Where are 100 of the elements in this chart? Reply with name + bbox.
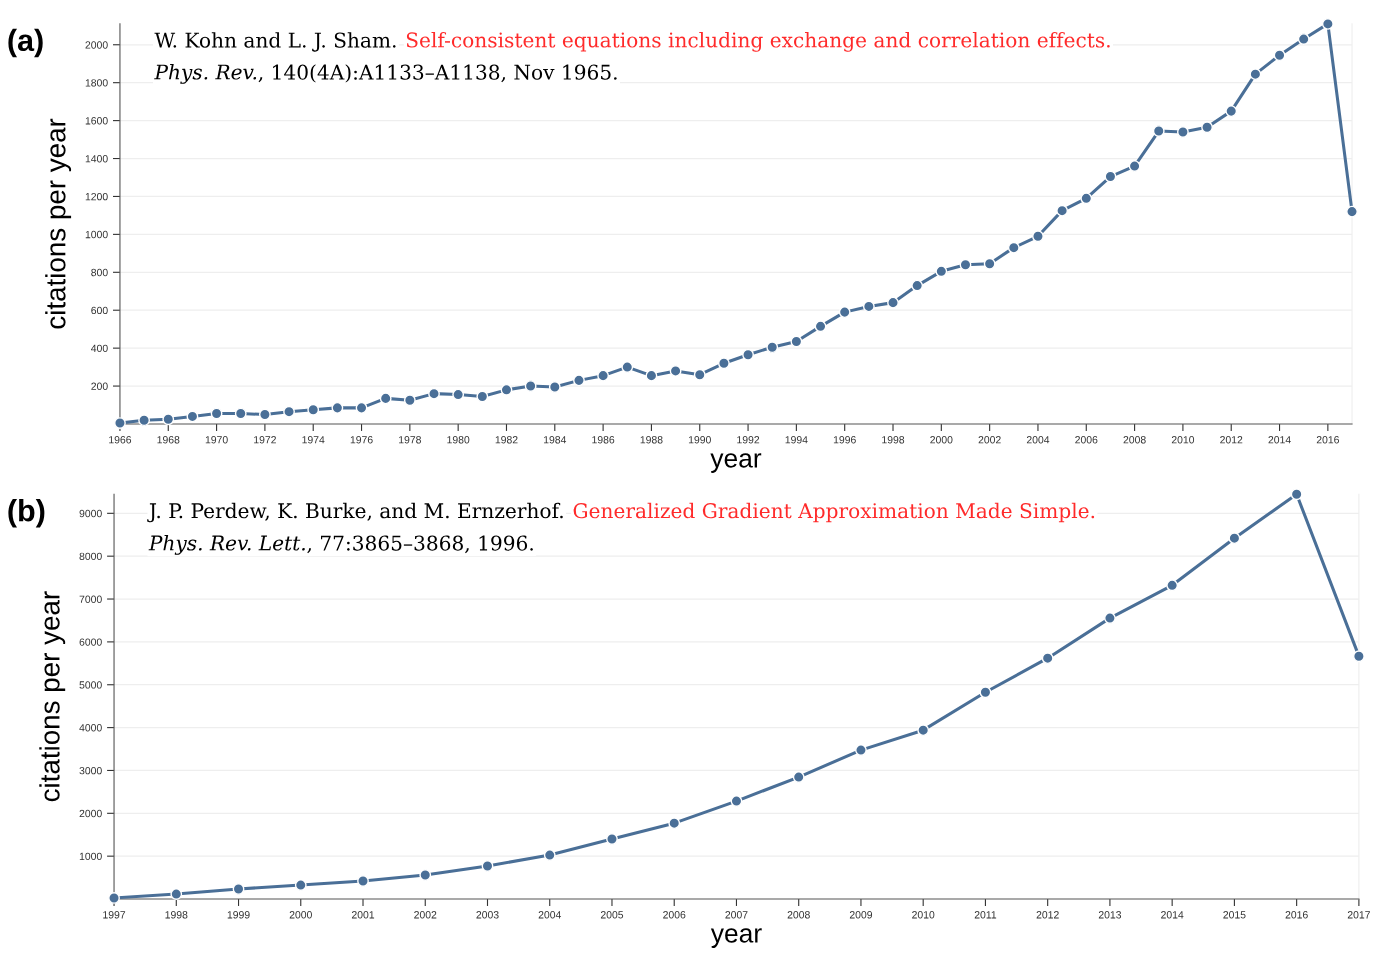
point (548, 381, 561, 393)
annotation: Generalized Gradient Approximation Made Simple. (573, 502, 1095, 523)
point (621, 361, 634, 374)
x-tick-label: 2005 (600, 911, 624, 919)
point (855, 744, 867, 757)
x-axis-title: year (710, 928, 762, 948)
x-tick-label: 2002 (978, 436, 1001, 444)
text: (b) (8, 499, 45, 528)
point (1346, 205, 1358, 218)
x-tick-label: 2000 (930, 436, 953, 444)
y-tick-label: 7000 (79, 595, 102, 603)
y-axis-title: citations per year (45, 118, 72, 329)
point (357, 875, 369, 887)
x-tick-label: 1968 (157, 436, 180, 444)
x-tick-label: 2014 (1268, 436, 1291, 444)
x-axis-title: year (710, 453, 762, 473)
y-tick-label: 3000 (79, 766, 102, 775)
point (1228, 532, 1241, 545)
x-tick-label: 1986 (592, 436, 615, 444)
point (1290, 488, 1303, 501)
x-tick-label: 2016 (1285, 911, 1308, 919)
point (792, 771, 805, 784)
point (138, 414, 151, 427)
x-tick-label: 1974 (302, 436, 325, 444)
x-tick-label: 1996 (833, 436, 856, 444)
annotation: Phys. Rev. (154, 64, 257, 84)
y-tick-label: 200 (91, 382, 108, 390)
point (1352, 650, 1365, 663)
point (814, 320, 827, 333)
x-tick-label: 1972 (254, 436, 276, 444)
y-tick-label: 1000 (85, 230, 108, 239)
point (108, 892, 120, 904)
x-tick-label: 2010 (1171, 436, 1195, 444)
x-tick-label: 1992 (737, 436, 760, 444)
y-tick-label: 1600 (85, 117, 108, 125)
point (1104, 612, 1116, 625)
x-tick-label: 2007 (725, 911, 748, 919)
x-tick-label: 2006 (1075, 436, 1098, 444)
y-axis-title: citations per year (39, 591, 66, 802)
y-tick-label: 400 (91, 344, 108, 353)
point (935, 265, 948, 278)
point (114, 417, 126, 429)
point (481, 860, 494, 872)
x-tick-label: 2010 (912, 911, 935, 919)
point (1321, 17, 1334, 30)
x-tick-label: 1999 (227, 911, 250, 919)
point (379, 392, 392, 405)
y-tick-label: 9000 (79, 509, 102, 518)
x-tick-label: 2000 (289, 911, 312, 919)
x-tick-label: 2012 (1036, 911, 1059, 919)
point (668, 817, 681, 830)
x-tick-label: 2013 (1098, 911, 1122, 919)
point (917, 724, 930, 737)
x-tick-label: 2004 (1026, 436, 1050, 444)
point (1273, 49, 1286, 62)
x-tick-label: 1984 (544, 436, 567, 444)
x-tick-label: 2006 (663, 911, 686, 919)
x-tick-label: 2015 (1223, 911, 1246, 919)
point (294, 879, 307, 891)
x-tick-label: 2002 (414, 911, 437, 919)
point (234, 407, 247, 420)
y-tick-label: 1000 (79, 852, 102, 861)
x-tick-label: 1988 (640, 436, 663, 444)
point (911, 279, 924, 292)
point (162, 413, 175, 426)
point (232, 883, 245, 895)
x-tick-label: 1978 (399, 436, 421, 444)
point (1041, 652, 1054, 665)
x-tick-label: 1998 (882, 436, 905, 444)
x-tick-label: 2011 (974, 911, 997, 919)
y-tick-label: 2000 (79, 809, 102, 818)
point (766, 341, 779, 354)
text: (a) (8, 28, 43, 58)
x-tick-label: 2016 (1316, 436, 1339, 444)
point (419, 869, 432, 881)
x-tick-label: 1980 (447, 436, 470, 444)
point (355, 401, 368, 414)
point (979, 686, 992, 699)
x-tick-label: 2008 (787, 911, 810, 919)
point (606, 833, 618, 845)
x-tick-label: 1970 (205, 436, 228, 444)
annotation: W. Kohn and L. J. Sham. (154, 32, 396, 52)
annotation: Self-consistent equations including exchange and correlation effects. (406, 32, 1110, 52)
point (1249, 68, 1262, 81)
point (331, 401, 344, 414)
point (524, 380, 537, 392)
x-tick-label: 2004 (538, 911, 562, 919)
point (543, 849, 556, 861)
y-tick-label: 2000 (85, 41, 108, 49)
x-tick-label: 1994 (785, 436, 808, 444)
point (1080, 192, 1093, 205)
x-tick-label: 1976 (350, 436, 373, 444)
y-tick-label: 600 (91, 306, 108, 315)
annotation: J. P. Perdew, K. Burke, and M. Ernzerhof. (147, 502, 563, 523)
y-tick-label: 800 (91, 268, 108, 277)
x-tick-label: 2014 (1161, 911, 1184, 919)
point (1297, 33, 1310, 45)
y-tick-label: 1400 (85, 155, 108, 163)
x-tick-label: 2008 (1123, 436, 1146, 444)
point (1166, 579, 1179, 592)
